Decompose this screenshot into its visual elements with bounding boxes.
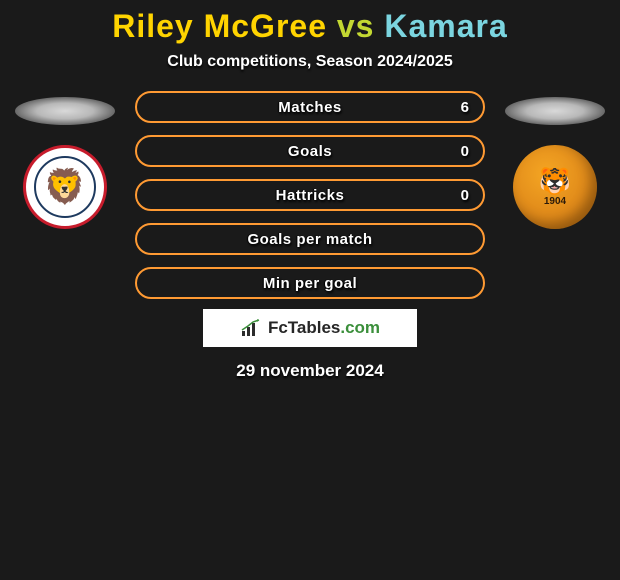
stats-column: Matches 6 Goals 0 Hattricks 0 Goals per …	[135, 91, 485, 299]
vs-text: vs	[337, 8, 375, 44]
stat-row-matches: Matches 6	[135, 91, 485, 123]
date: 29 november 2024	[236, 361, 383, 381]
stat-label: Min per goal	[263, 275, 357, 292]
stat-value: 6	[461, 99, 469, 116]
main-content: 🦁 Matches 6 Goals 0 Hattricks 0 Goals pe…	[0, 91, 620, 299]
stat-value: 0	[461, 143, 469, 160]
stat-label: Hattricks	[276, 187, 345, 204]
stat-value: 0	[461, 187, 469, 204]
stat-row-hattricks: Hattricks 0	[135, 179, 485, 211]
lion-icon: 🦁	[44, 170, 86, 204]
bar-chart-icon	[240, 319, 262, 337]
comparison-card: Riley McGree vs Kamara Club competitions…	[0, 0, 620, 580]
player2-club-crest: 🐯 1904	[513, 145, 597, 229]
stat-label: Goals per match	[247, 231, 372, 248]
brand-name: FcTables	[268, 318, 340, 337]
stat-row-goals: Goals 0	[135, 135, 485, 167]
right-player-col: 🐯 1904	[505, 91, 605, 229]
stat-label: Matches	[278, 99, 342, 116]
stat-row-goals-per-match: Goals per match	[135, 223, 485, 255]
player2-name: Kamara	[384, 8, 507, 44]
page-title: Riley McGree vs Kamara	[112, 8, 508, 45]
player1-name: Riley McGree	[112, 8, 327, 44]
player2-silhouette	[505, 97, 605, 125]
brand-text: FcTables.com	[268, 318, 380, 338]
tiger-shield: 🐯 1904	[527, 155, 583, 219]
stat-row-min-per-goal: Min per goal	[135, 267, 485, 299]
crest-inner-ring: 🦁	[34, 156, 96, 218]
subtitle: Club competitions, Season 2024/2025	[167, 53, 452, 71]
brand-suffix: .com	[340, 318, 380, 337]
tiger-icon: 🐯	[539, 168, 571, 194]
stat-label: Goals	[288, 143, 332, 160]
player1-silhouette	[15, 97, 115, 125]
brand-watermark: FcTables.com	[203, 309, 417, 347]
left-player-col: 🦁	[15, 91, 115, 229]
player1-club-crest: 🦁	[23, 145, 107, 229]
club-year: 1904	[544, 196, 566, 207]
